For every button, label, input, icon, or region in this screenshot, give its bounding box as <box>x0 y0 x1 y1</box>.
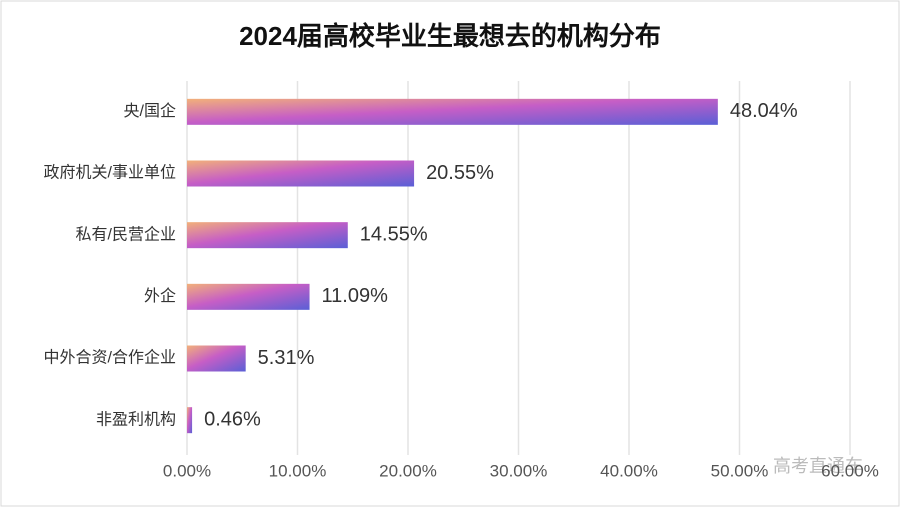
x-tick-label: 20.00% <box>379 461 437 480</box>
x-tick-label: 40.00% <box>600 461 658 480</box>
watermark: 高考直通车 <box>773 456 863 476</box>
x-tick-label: 30.00% <box>490 461 548 480</box>
y-tick-label: 私有/民营企业 <box>76 225 176 243</box>
chart-title: 2024届高校毕业生最想去的机构分布 <box>239 21 661 51</box>
bar <box>187 222 348 249</box>
y-tick-label: 政府机关/事业单位 <box>44 164 176 182</box>
x-tick-label: 50.00% <box>711 461 769 480</box>
value-label: 48.04% <box>730 100 798 122</box>
y-tick-label: 中外合资/合作企业 <box>44 349 176 367</box>
bar <box>187 407 193 434</box>
y-tick-label: 央/国企 <box>124 102 176 120</box>
y-tick-label: 非盈利机构 <box>96 410 176 428</box>
value-label: 0.46% <box>204 408 261 430</box>
bar <box>187 283 310 310</box>
bar <box>187 160 415 187</box>
value-label: 14.55% <box>360 223 428 245</box>
value-label: 11.09% <box>322 285 389 307</box>
x-tick-label: 60.00% <box>821 461 879 480</box>
y-tick-label: 外企 <box>144 287 176 305</box>
x-tick-label: 0.00% <box>163 461 211 480</box>
x-tick-label: 10.00% <box>269 461 327 480</box>
bar <box>187 98 718 125</box>
bar <box>187 345 246 372</box>
value-label: 5.31% <box>258 347 315 369</box>
value-label: 20.55% <box>426 162 494 184</box>
